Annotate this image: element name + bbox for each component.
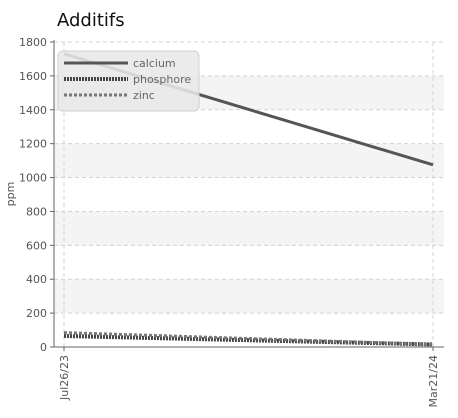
x-tick-label-0: Jul26/23	[58, 355, 71, 401]
chart-title: Additifs	[57, 10, 125, 31]
y-axis-ticks: 0 200 400 600 800 1000 1200 1400 1600 1800	[19, 36, 54, 354]
y-tick-label-1: 200	[26, 307, 47, 320]
legend: calcium phosphore zinc	[57, 50, 200, 112]
legend-label-phosphore: phosphore	[133, 73, 191, 86]
x-tick-label-1: Mar21/24	[427, 355, 440, 407]
band-3	[54, 211, 444, 246]
series-line-zinc	[63, 331, 434, 346]
y-tick-label-7: 1400	[19, 104, 47, 117]
legend-box	[57, 50, 200, 112]
band-1	[54, 279, 444, 314]
series-line-phosphore	[63, 333, 434, 347]
y-tick-label-3: 600	[26, 239, 47, 252]
legend-label-calcium: calcium	[133, 57, 176, 70]
y-axis-label: ppm	[4, 182, 17, 207]
x-axis-ticks: Jul26/23 Mar21/24	[58, 347, 440, 407]
axes	[53, 40, 444, 348]
legend-label-zinc: zinc	[133, 89, 155, 102]
y-tick-label-5: 1000	[19, 172, 47, 185]
y-tick-label-8: 1600	[19, 70, 47, 83]
y-tick-label-2: 400	[26, 273, 47, 286]
y-tick-label-9: 1800	[19, 36, 47, 49]
y-tick-label-4: 800	[26, 205, 47, 218]
y-tick-label-6: 1200	[19, 138, 47, 151]
band-5	[54, 143, 444, 178]
y-tick-label-0: 0	[40, 341, 47, 354]
